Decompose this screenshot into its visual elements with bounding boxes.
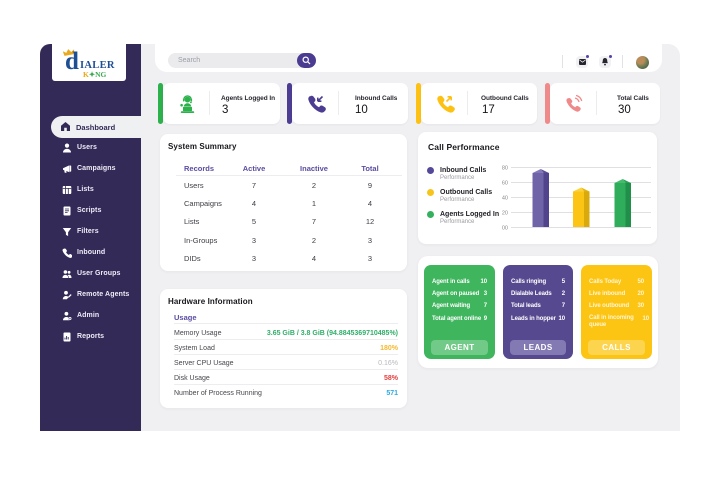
svg-text:00: 00 [502,226,508,232]
svg-text:20: 20 [502,211,508,217]
svg-text:60: 60 [502,181,508,187]
svg-text:80: 80 [502,166,508,172]
svg-text:40: 40 [502,196,508,202]
